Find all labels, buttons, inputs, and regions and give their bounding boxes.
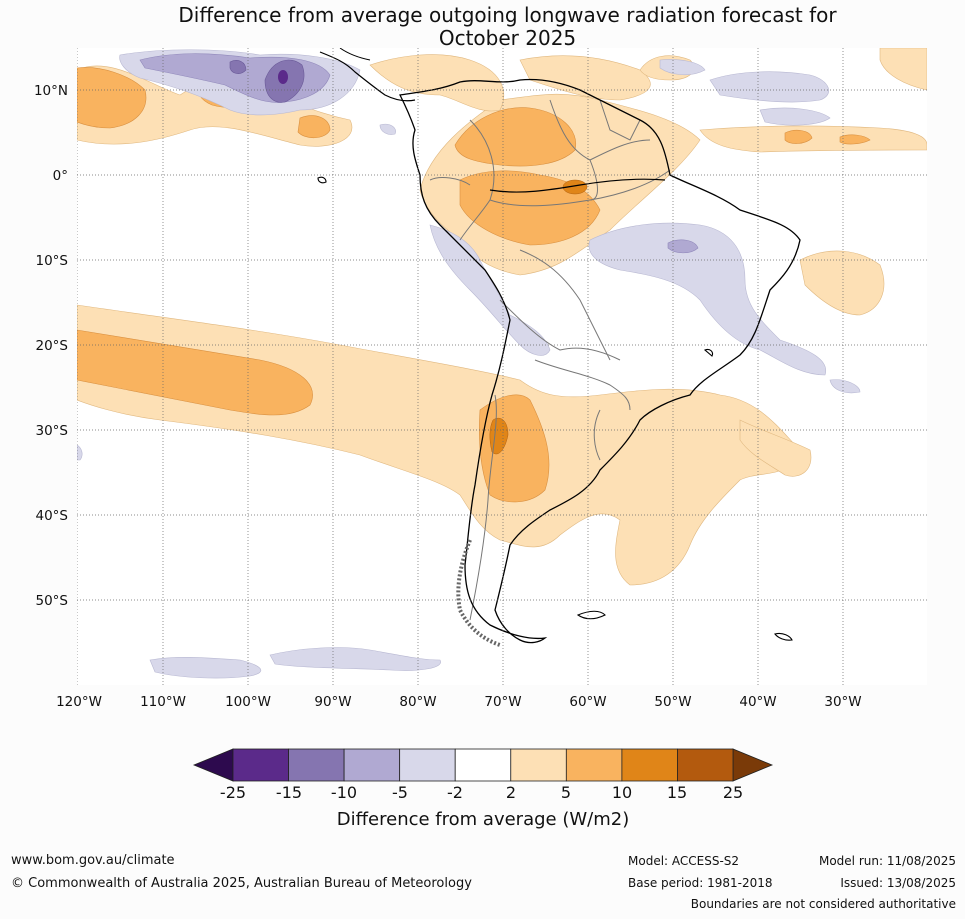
colorbar-segment [565, 748, 623, 782]
boundaries-disclaimer: Boundaries are not considered authoritat… [690, 897, 956, 911]
negative-anomaly-extreme [278, 70, 288, 84]
lon-label: 60°W [569, 694, 606, 710]
south-america-coastline [399, 78, 801, 644]
lon-label: 50°W [654, 694, 691, 710]
colorbar-tick-label: -25 [220, 783, 246, 802]
lat-label: 30°S [36, 423, 69, 439]
colorbar-tick-label: -2 [447, 783, 463, 802]
colorbar-ticks: -25 -15 -10 -5 -2 2 5 10 15 25 [220, 783, 743, 802]
amazon-river [489, 178, 666, 193]
latitude-labels: 10°N 0° 10°S 20°S 30°S 40°S 50°S [34, 83, 68, 609]
positive-anomaly-strong [212, 87, 588, 455]
issued-date: Issued: 13/08/2025 [840, 876, 956, 890]
colorbar-segment [621, 748, 678, 782]
footer-model-info: Model: ACCESS-S2 Base period: 1981-2018 [628, 850, 773, 894]
positive-anomaly-medium [77, 67, 871, 503]
colorbar-segments [232, 748, 734, 782]
map-title-line1: Difference from average outgoing longwav… [178, 3, 837, 27]
lon-label: 110°W [140, 694, 186, 710]
colorbar-arrow-max [732, 748, 774, 782]
model-name: Model: ACCESS-S2 [628, 854, 740, 868]
model-run-date: Model run: 11/08/2025 [818, 854, 956, 868]
colorbar-segment [343, 748, 401, 782]
colorbar-tick-label: 10 [612, 783, 632, 802]
anomaly-fields [77, 48, 927, 685]
colorbar-segment [288, 748, 345, 782]
colorbar-title: Difference from average (W/m2) [337, 809, 629, 830]
base-period: Base period: 1981-2018 [628, 876, 773, 890]
colorbar-segment [232, 748, 289, 782]
lon-label: 120°W [56, 694, 102, 710]
website-link[interactable]: www.bom.gov.au/climate [11, 853, 175, 868]
footer-left: www.bom.gov.au/climate © Commonwealth of… [11, 850, 472, 895]
lat-label: 40°S [36, 508, 69, 524]
lat-label: 10°S [36, 253, 69, 269]
colorbar-segment [510, 748, 567, 782]
gridlines [77, 48, 927, 685]
colorbar-tick-label: -10 [331, 783, 357, 802]
colorbar-tick-label: 2 [506, 783, 516, 802]
colorbar-segment [677, 748, 734, 782]
longitude-labels: 120°W 110°W 100°W 90°W 80°W 70°W 60°W 50… [56, 694, 862, 710]
lat-label: 0° [53, 168, 68, 184]
colorbar-tick-label: 15 [667, 783, 687, 802]
lat-label: 20°S [36, 338, 69, 354]
lon-label: 40°W [739, 694, 776, 710]
islands [317, 176, 793, 641]
lon-label: 90°W [314, 694, 351, 710]
lat-label: 10°N [34, 83, 68, 99]
lat-label: 50°S [36, 593, 69, 609]
lon-label: 70°W [484, 694, 521, 710]
colorbar-tick-label: 5 [561, 783, 571, 802]
central-america-north-coastline [339, 48, 371, 61]
colorbar-tick-label: -15 [276, 783, 302, 802]
central-america-coastline [319, 51, 416, 102]
map-plot-area [77, 48, 927, 685]
lon-label: 30°W [824, 694, 861, 710]
map-title: Difference from average outgoing longwav… [0, 4, 965, 50]
colorbar-segment [454, 748, 512, 782]
country-boundaries [429, 99, 671, 621]
colorbar-tick-label: 25 [723, 783, 743, 802]
colorbar: -25 -15 -10 -5 -2 2 5 10 15 25 Differenc… [192, 748, 774, 830]
colorbar-segment [399, 748, 456, 782]
lon-label: 80°W [399, 694, 436, 710]
lon-label: 100°W [225, 694, 271, 710]
map-title-line2: October 2025 [438, 26, 577, 50]
colorbar-arrow-min [192, 748, 234, 782]
copyright-text: © Commonwealth of Australia 2025, Austra… [11, 876, 472, 891]
footer-dates: Model run: 11/08/2025 Issued: 13/08/2025 [819, 850, 956, 894]
colorbar-tick-label: -5 [392, 783, 408, 802]
